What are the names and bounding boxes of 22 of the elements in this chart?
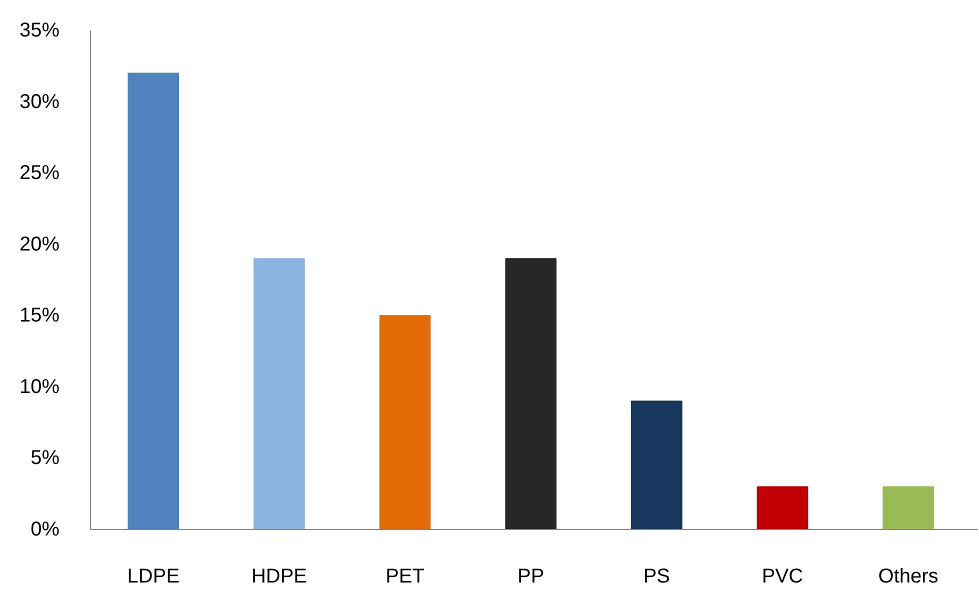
- bar: [505, 258, 557, 530]
- y-tick-label: 30%: [19, 90, 60, 113]
- y-tick-label: 25%: [19, 162, 60, 184]
- x-tick-label: PVC: [762, 566, 804, 588]
- x-tick-label: HDPE: [251, 566, 308, 588]
- bar: [882, 486, 934, 530]
- x-tick-label: PS: [643, 566, 670, 588]
- x-tick-label: PP: [518, 566, 544, 588]
- y-tick-label: 0%: [30, 518, 60, 540]
- y-tick-label: 10%: [19, 376, 60, 398]
- bar: [379, 315, 431, 530]
- y-tick-label: 15%: [19, 304, 60, 327]
- bar: [756, 486, 808, 530]
- x-tick-label: LDPE: [127, 566, 180, 588]
- x-tick-label: Others: [878, 566, 938, 588]
- x-tick-label: PET: [386, 566, 424, 588]
- bar: [254, 258, 305, 530]
- y-tick-label: 5%: [30, 447, 60, 470]
- y-tick-label: 35%: [19, 20, 60, 42]
- y-tick-label: 20%: [19, 233, 60, 256]
- bar: [631, 400, 682, 530]
- bar: [128, 72, 180, 530]
